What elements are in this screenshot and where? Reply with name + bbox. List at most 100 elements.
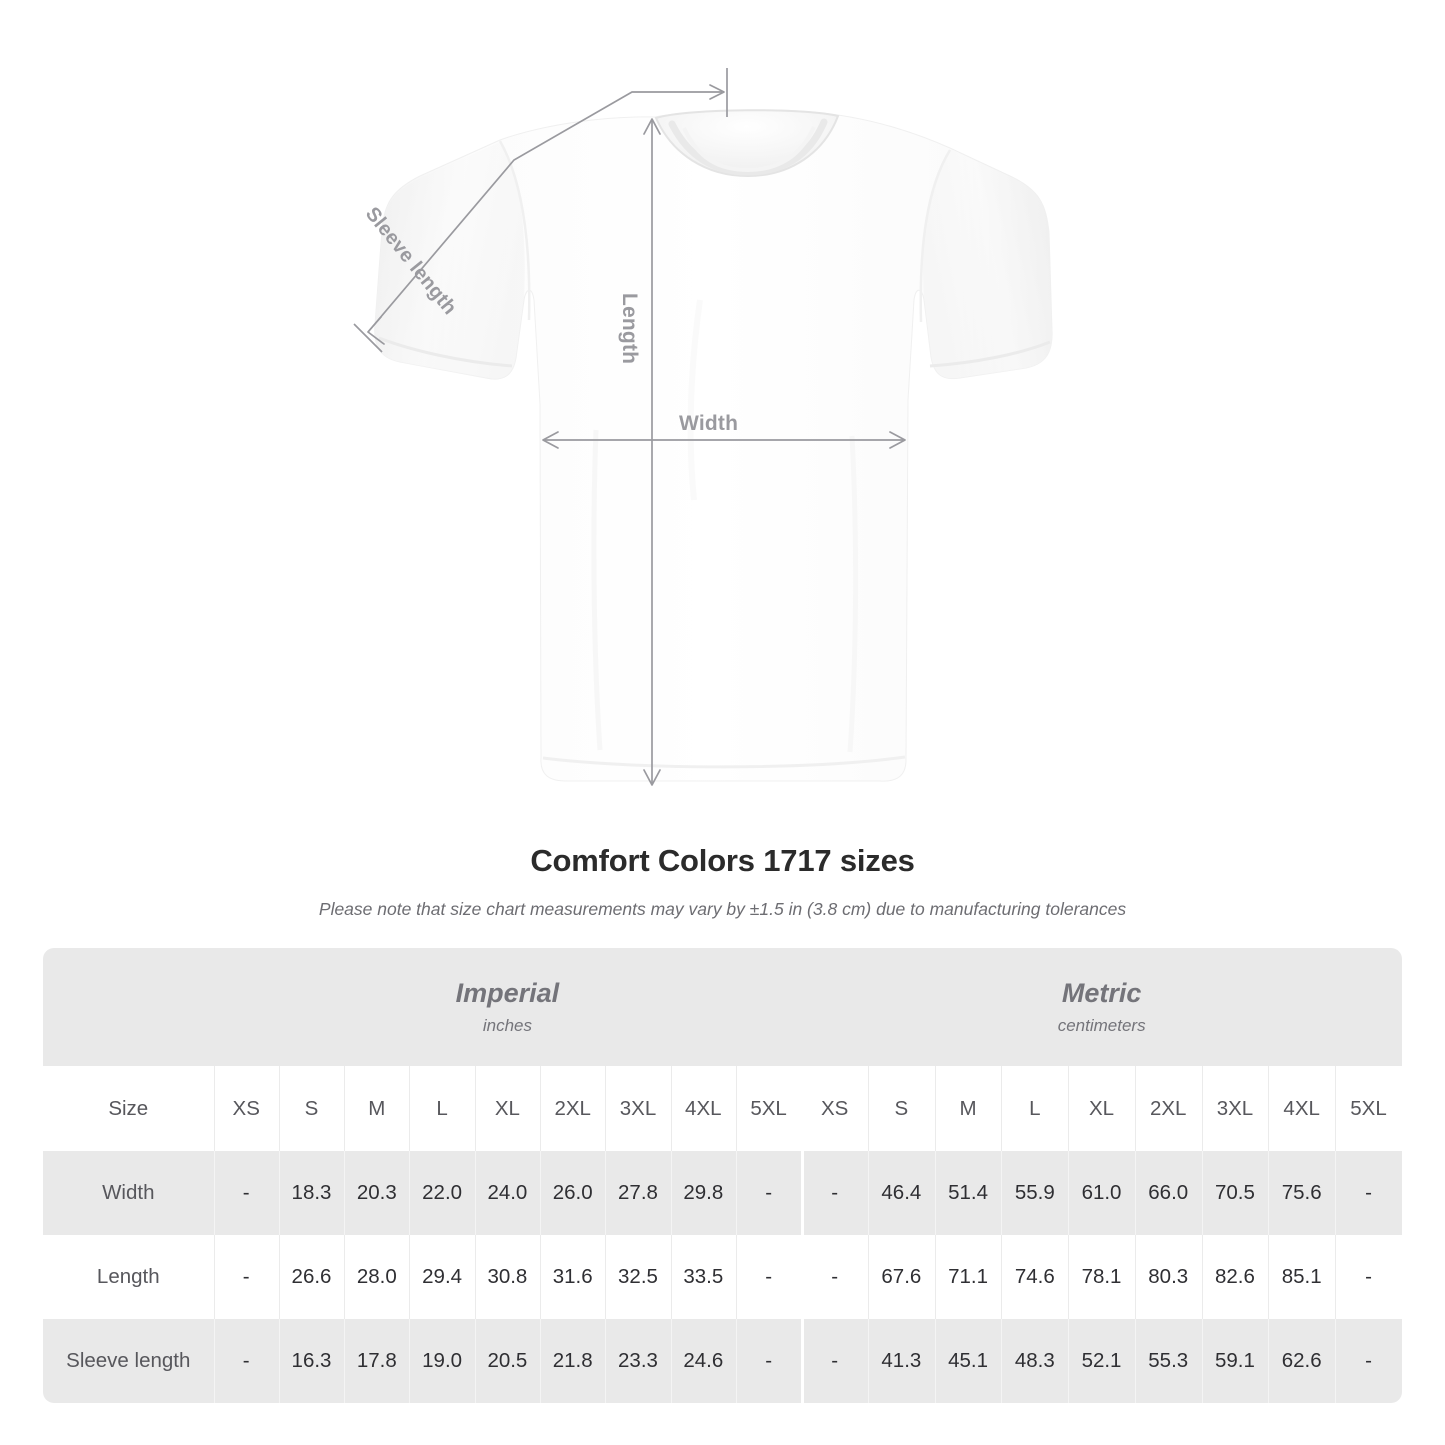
cell-sleeve-metric-s: 41.3 (868, 1319, 935, 1403)
cell-sleeve-metric-xl: 52.1 (1068, 1319, 1135, 1403)
cell-sleeve-imperial-4xl: 24.6 (670, 1319, 736, 1403)
top-arrow-head (709, 84, 725, 100)
imperial-unit-cell: Imperial inches (213, 948, 802, 1066)
size-header-metric-3xl: 3XL (1201, 1066, 1269, 1151)
cell-sleeve-metric-m: 45.1 (934, 1319, 1002, 1403)
cell-sleeve-imperial-s: 16.3 (278, 1319, 345, 1403)
cell-width-imperial-xl: 24.0 (474, 1151, 541, 1235)
width-arrow-right (889, 431, 906, 449)
size-header-metric-xs: XS (801, 1066, 868, 1151)
cell-length-metric-5xl: - (1335, 1235, 1402, 1319)
cell-width-metric-s: 46.4 (868, 1151, 935, 1235)
cell-width-imperial-s: 18.3 (278, 1151, 345, 1235)
size-chart-table-wrapper: Imperial inches Metric centimeters Size … (43, 948, 1402, 1403)
cell-length-metric-3xl: 82.6 (1201, 1235, 1269, 1319)
measurement-lines (353, 68, 906, 786)
size-header-imperial-5xl: 5XL (735, 1066, 802, 1151)
sleeve-left-shade (374, 142, 525, 380)
cell-width-imperial-4xl: 29.8 (670, 1151, 736, 1235)
cell-sleeve-metric-2xl: 55.3 (1134, 1319, 1202, 1403)
size-header-imperial-m: M (344, 1066, 410, 1151)
size-header-metric-l: L (1001, 1066, 1069, 1151)
metric-label: Metric (1061, 977, 1142, 1008)
length-dimension-label: Length (618, 293, 641, 365)
row-label-sleeve-length: Sleeve length (43, 1319, 214, 1403)
collar-inner-shadow (682, 126, 816, 173)
size-header-metric-m: M (934, 1066, 1002, 1151)
fabric-fold-1 (591, 429, 603, 751)
cell-width-metric-l: 55.9 (1001, 1151, 1069, 1235)
size-chart-table: Imperial inches Metric centimeters Size … (43, 948, 1402, 1403)
units-spacer-cell (43, 948, 214, 1066)
table-row: Sleeve length - 16.3 17.8 19.0 20.5 21.8… (43, 1319, 1402, 1403)
cell-sleeve-metric-l: 48.3 (1001, 1319, 1069, 1403)
cell-length-imperial-m: 28.0 (344, 1235, 410, 1319)
width-arrow-left (542, 431, 559, 449)
metric-unit-cell: Metric centimeters (801, 948, 1402, 1066)
metric-sub-label: centimeters (1057, 1015, 1146, 1035)
fabric-fold-2 (847, 435, 859, 753)
table-row: Width - 18.3 20.3 22.0 24.0 26.0 27.8 29… (43, 1151, 1402, 1235)
size-header-metric-s: S (868, 1066, 935, 1151)
imperial-sub-label: inches (482, 1015, 532, 1035)
tshirt-illustration (353, 68, 1053, 786)
cell-length-metric-xl: 78.1 (1068, 1235, 1135, 1319)
size-header-metric-5xl: 5XL (1335, 1066, 1402, 1151)
cell-length-imperial-l: 29.4 (409, 1235, 475, 1319)
table-row: Length - 26.6 28.0 29.4 30.8 31.6 32.5 3… (43, 1235, 1402, 1319)
cell-width-metric-xs: - (801, 1151, 868, 1235)
cell-length-metric-2xl: 80.3 (1134, 1235, 1202, 1319)
size-header-row: Size XS S M L XL 2XL 3XL 4XL 5XL XS S M … (43, 1066, 1402, 1151)
fabric-fold-3 (687, 299, 703, 501)
size-header-imperial-l: L (409, 1066, 475, 1151)
page-title: Comfort Colors 1717 sizes (530, 843, 915, 878)
armhole-seam-right (919, 149, 952, 323)
cell-sleeve-imperial-xs: - (213, 1319, 279, 1403)
cell-length-metric-xs: - (801, 1235, 868, 1319)
cell-sleeve-metric-4xl: 62.6 (1268, 1319, 1336, 1403)
cell-width-metric-3xl: 70.5 (1201, 1151, 1269, 1235)
size-header-metric-2xl: 2XL (1134, 1066, 1202, 1151)
tshirt-diagram: Width Length Sleeve length (353, 68, 1053, 786)
row-label-width: Width (43, 1151, 214, 1235)
sleeve-end-tick (353, 323, 383, 353)
bottom-hem (542, 755, 906, 769)
cell-sleeve-imperial-l: 19.0 (409, 1319, 475, 1403)
cell-length-metric-l: 74.6 (1001, 1235, 1069, 1319)
row-label-length: Length (43, 1235, 214, 1319)
sleeve-right-shade (923, 149, 1053, 379)
cell-sleeve-imperial-xl: 20.5 (474, 1319, 541, 1403)
cell-width-imperial-2xl: 26.0 (540, 1151, 606, 1235)
size-header-imperial-xl: XL (474, 1066, 541, 1151)
sleeve-arrow-head (367, 316, 385, 345)
size-header-label: Size (43, 1066, 214, 1151)
cell-width-metric-4xl: 75.6 (1268, 1151, 1336, 1235)
size-header-metric-xl: XL (1068, 1066, 1135, 1151)
cell-sleeve-metric-5xl: - (1335, 1319, 1402, 1403)
cell-length-imperial-xs: - (213, 1235, 279, 1319)
cell-length-imperial-xl: 30.8 (474, 1235, 541, 1319)
imperial-label: Imperial (455, 977, 560, 1008)
cell-width-metric-5xl: - (1335, 1151, 1402, 1235)
cell-length-imperial-2xl: 31.6 (540, 1235, 606, 1319)
cell-sleeve-imperial-m: 17.8 (344, 1319, 410, 1403)
size-header-imperial-4xl: 4XL (670, 1066, 736, 1151)
tolerance-note: Please note that size chart measurements… (318, 899, 1127, 919)
cell-length-metric-m: 71.1 (934, 1235, 1002, 1319)
cell-length-metric-4xl: 85.1 (1268, 1235, 1336, 1319)
sleeve-hem-left (378, 336, 513, 368)
cell-length-imperial-3xl: 32.5 (605, 1235, 671, 1319)
cell-sleeve-imperial-2xl: 21.8 (540, 1319, 606, 1403)
cell-sleeve-imperial-5xl: - (735, 1319, 802, 1403)
shirt-body-group (374, 109, 1053, 782)
cell-width-imperial-3xl: 27.8 (605, 1151, 671, 1235)
cell-sleeve-metric-3xl: 59.1 (1201, 1319, 1269, 1403)
cell-width-imperial-m: 20.3 (344, 1151, 410, 1235)
sleeve-leader-line (367, 91, 722, 333)
shirt-outline (374, 109, 1053, 782)
cell-width-imperial-l: 22.0 (409, 1151, 475, 1235)
size-header-imperial-xs: XS (213, 1066, 279, 1151)
cell-width-imperial-5xl: - (735, 1151, 802, 1235)
length-arrow-top (643, 118, 661, 135)
cell-length-imperial-5xl: - (735, 1235, 802, 1319)
